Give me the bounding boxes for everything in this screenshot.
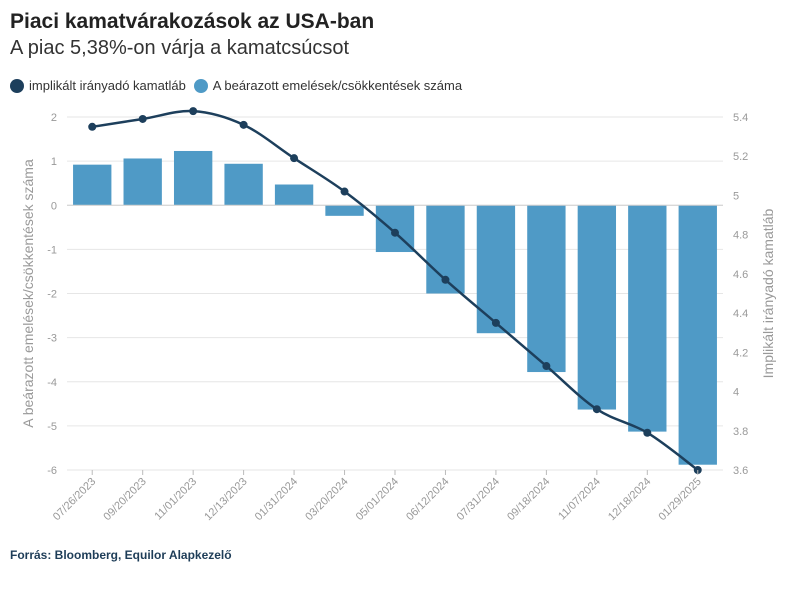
rate-point (239, 120, 248, 129)
y-tick-label: 1 (51, 156, 57, 168)
bar (274, 184, 314, 206)
y-tick-label: -1 (47, 244, 57, 256)
y2-tick-label: 5.4 (733, 112, 748, 124)
x-tick-label: 01/29/2025 (656, 476, 703, 523)
bar (173, 150, 213, 206)
bar (628, 205, 667, 432)
y-tick-label: 0 (51, 200, 57, 212)
y-tick-label: -2 (47, 289, 57, 301)
y-tick-label: -5 (47, 421, 57, 433)
rate-point (88, 122, 97, 131)
y2-tick-label: 3.8 (733, 426, 748, 438)
legend-label-hikes: A beárazott emelések/csökkentések száma (212, 78, 463, 93)
x-tick-label: 07/26/2023 (51, 476, 98, 523)
rate-point (542, 362, 551, 371)
bar (123, 158, 162, 206)
x-tick-label: 12/13/2023 (202, 476, 249, 523)
rate-point (643, 428, 652, 437)
chart-svg: 2 1 0 -1 -2 -3 -4 -5 -6 5.4 5.2 5 4.8 4.6 4.4 4.2 4 3.8 3.… (20, 107, 776, 523)
source-note: Forrás: Bloomberg, Equilor Alapkezelő (10, 548, 232, 562)
legend: implikált irányadó kamatláb A beárazott … (10, 78, 470, 93)
x-tick-label: 12/18/2024 (606, 476, 653, 523)
y2-tick-label: 5.2 (733, 151, 748, 163)
x-tick-label: 05/01/2024 (354, 476, 401, 523)
y2-tick-label: 4.6 (733, 269, 748, 281)
x-tick-label: 09/18/2024 (505, 476, 552, 523)
y2-tick-label: 4.2 (733, 347, 748, 359)
y2-tick-label: 4 (733, 387, 739, 399)
chart-subtitle: A piac 5,38%-on várja a kamatcsúcsot (10, 37, 350, 59)
bar (73, 164, 112, 206)
rate-point (189, 107, 198, 116)
legend-item-rate[interactable]: implikált irányadó kamatláb (10, 78, 186, 93)
y-tick-label: 2 (51, 112, 57, 124)
chart-title: Piaci kamatvárakozások az USA-ban (10, 10, 375, 33)
y2-axis-title: Implikált irányadó kamatláb (760, 208, 776, 378)
bar (527, 205, 566, 373)
rate-point (391, 228, 399, 237)
y2-tick-label: 3.6 (733, 465, 748, 477)
legend-item-hikes[interactable]: A beárazott emelések/csökkentések száma (193, 78, 463, 93)
rate-point (340, 187, 349, 196)
y-tick-label: -6 (47, 465, 57, 477)
bar (325, 205, 364, 216)
bar (577, 205, 617, 410)
x-tick-label: 07/31/2024 (455, 476, 502, 523)
legend-label-rate: implikált irányadó kamatláb (29, 78, 186, 93)
y-tick-label: -3 (47, 333, 57, 345)
x-tick-label: 03/20/2024 (303, 476, 350, 523)
legend-marker-hikes (193, 78, 208, 93)
rate-point (441, 275, 450, 284)
rate-point (592, 405, 601, 414)
bar (678, 205, 717, 465)
x-tick-label: 06/12/2024 (404, 476, 451, 523)
x-tick-label: 09/20/2023 (101, 476, 148, 523)
rate-point (138, 114, 147, 123)
y-tick-label: -4 (47, 377, 57, 389)
y2-tick-label: 4.8 (733, 230, 748, 242)
x-tick-label: 01/31/2024 (253, 476, 300, 523)
y2-tick-label: 5 (733, 190, 739, 202)
y2-tick-label: 4.4 (733, 308, 748, 320)
y-axis-title: A beárazott emelések/csökkentések száma (20, 159, 36, 428)
bar (224, 163, 263, 206)
rate-point (290, 154, 299, 163)
legend-marker-rate (10, 78, 24, 93)
bar (476, 205, 516, 334)
x-tick-label: 11/01/2023 (152, 476, 199, 523)
rate-point (491, 318, 500, 327)
x-tick-label: 11/07/2024 (556, 476, 603, 523)
